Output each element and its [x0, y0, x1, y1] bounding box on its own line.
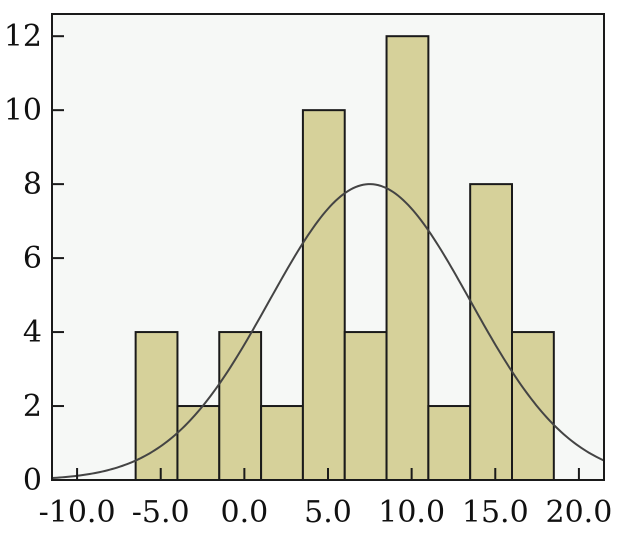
histogram-bar-1: [134, 331, 179, 482]
x-tick-label: 0.0: [221, 495, 269, 530]
histogram-bar-4: [260, 405, 304, 481]
x-tick-label: 15.0: [462, 495, 529, 530]
histogram-bar-8: [427, 405, 472, 481]
y-tick-label: 8: [23, 167, 42, 202]
histogram-bar-9: [469, 183, 514, 481]
histogram-bar-10: [511, 331, 555, 482]
histogram-bar-3: [218, 331, 263, 482]
x-tick-label: 5.0: [304, 495, 352, 530]
x-tick-label: -5.0: [132, 495, 190, 530]
histogram-bar-6: [343, 331, 388, 482]
histogram-bar-2: [176, 405, 221, 481]
y-tick-label: 6: [23, 241, 42, 276]
normal-curve: [51, 183, 605, 480]
x-axis: -10.0 -5.0 0.0 5.0 10.0 15.0 20.0: [39, 468, 613, 530]
y-tick-label: 12: [4, 19, 42, 54]
x-tick-label: 20.0: [546, 495, 613, 530]
histogram-bar-5: [301, 109, 346, 482]
bars-group: [134, 35, 555, 482]
x-tick-label: 10.0: [378, 495, 445, 530]
y-tick-label: 0: [23, 463, 42, 498]
y-tick-label: 4: [23, 315, 42, 350]
y-tick-label: 2: [23, 389, 42, 424]
x-tick-label: -10.0: [39, 495, 116, 530]
y-axis: 0 2 4 6 8 10 12: [4, 19, 64, 498]
histogram-bar-7: [385, 35, 430, 481]
y-tick-label: 10: [4, 93, 42, 128]
